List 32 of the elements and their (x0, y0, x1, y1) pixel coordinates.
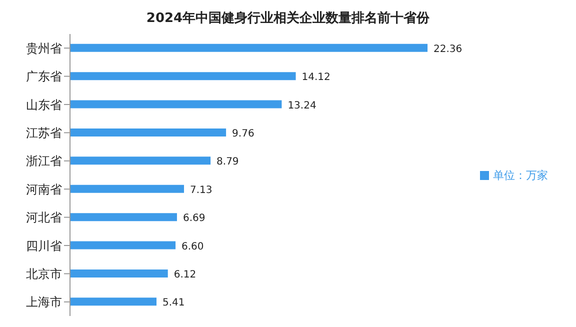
y-tick-label: 河北省 (26, 210, 62, 225)
bar (70, 156, 211, 165)
bar (70, 241, 176, 250)
y-tick-label: 四川省 (26, 238, 62, 253)
y-tick-label: 上海市 (26, 295, 62, 310)
data-label: 6.12 (174, 269, 196, 280)
y-tick-label: 北京市 (26, 266, 62, 281)
bar (70, 100, 282, 108)
data-label: 14.12 (302, 72, 330, 84)
y-tick-label: 山东省 (26, 98, 62, 112)
bar (70, 128, 226, 136)
y-tick-label: 广东省 (26, 70, 62, 84)
data-label: 6.69 (182, 213, 206, 224)
y-tick-label: 贵州省 (26, 41, 62, 56)
data-label: 6.60 (182, 241, 204, 252)
chart-title: 2024年中国健身行业相关企业数量排名前十省份 (145, 10, 431, 28)
y-tick-label: 江苏省 (26, 126, 62, 140)
bar (70, 269, 168, 278)
data-label: 9.76 (232, 128, 254, 140)
bar (70, 72, 296, 80)
bar (70, 44, 428, 52)
bar (70, 298, 156, 306)
legend-label: 单位：万家 (493, 168, 548, 182)
data-label: 7.13 (190, 184, 212, 196)
bar (70, 184, 184, 193)
data-label: 8.79 (216, 156, 239, 168)
data-label: 5.41 (162, 298, 185, 309)
data-label: 13.24 (288, 100, 316, 112)
y-tick-label: 浙江省 (26, 154, 62, 168)
data-label: 22.36 (434, 44, 462, 55)
y-tick-label: 河南省 (26, 182, 62, 196)
bar (70, 213, 177, 222)
